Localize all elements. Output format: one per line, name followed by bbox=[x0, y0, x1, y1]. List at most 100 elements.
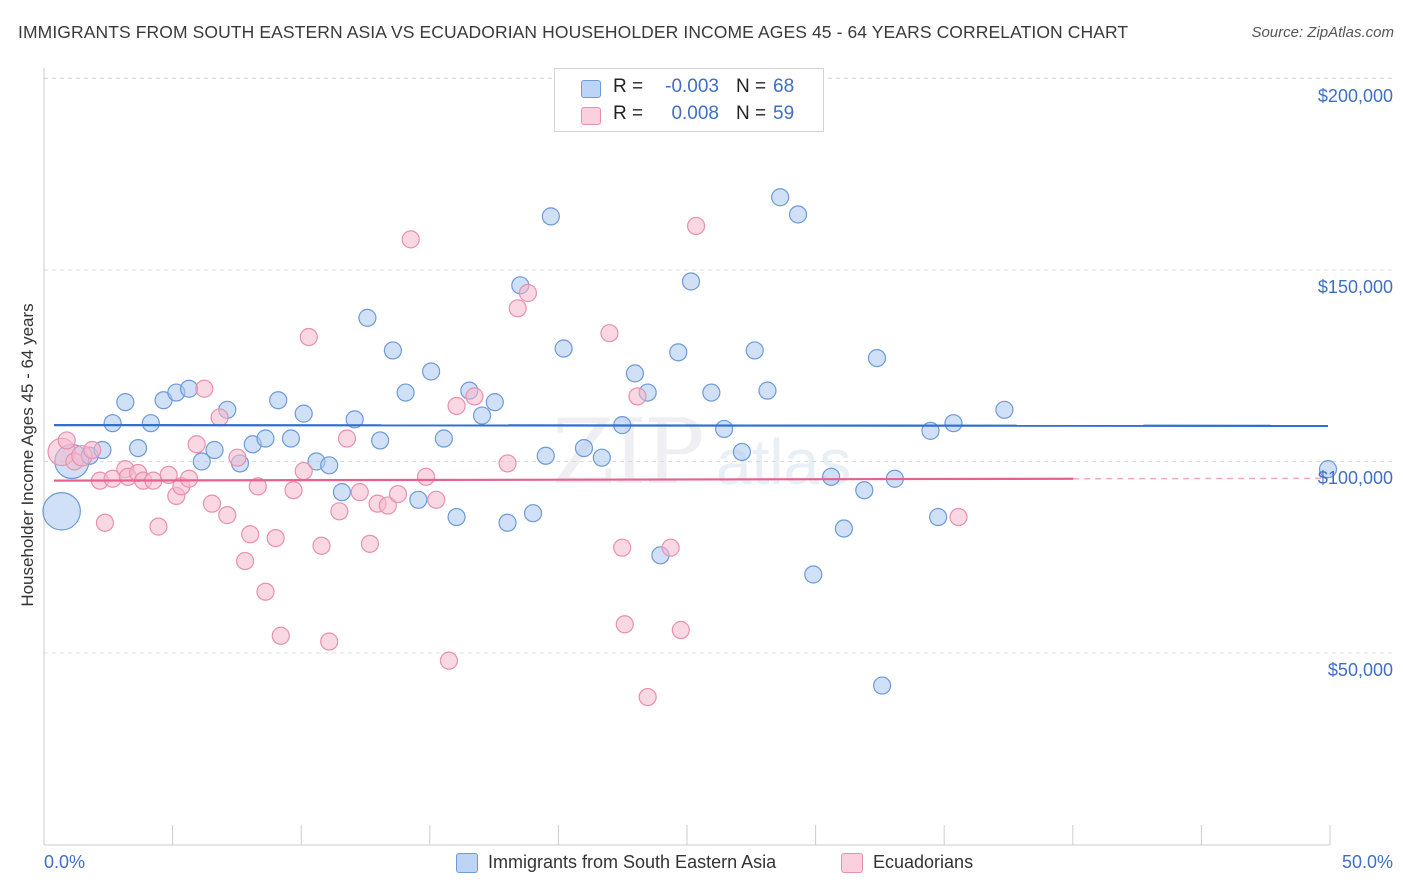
data-point-immigrants bbox=[681, 272, 701, 291]
data-point-ecuadorians bbox=[613, 538, 632, 557]
data-point-ecuadorians bbox=[236, 551, 255, 571]
data-point-ecuadorians bbox=[447, 396, 466, 416]
series-legend: Immigrants from South Eastern Asia Ecuad… bbox=[0, 850, 1406, 880]
data-point-ecuadorians bbox=[218, 506, 237, 525]
data-point-immigrants bbox=[409, 490, 428, 509]
data-point-immigrants bbox=[294, 404, 313, 423]
data-point-immigrants bbox=[788, 205, 808, 224]
data-point-ecuadorians bbox=[256, 582, 275, 601]
data-point-ecuadorians bbox=[149, 517, 168, 536]
data-point-immigrants bbox=[1318, 460, 1338, 479]
data-point-ecuadorians bbox=[195, 379, 214, 398]
data-point-immigrants bbox=[822, 467, 841, 486]
data-point-immigrants bbox=[758, 381, 777, 400]
data-point-immigrants bbox=[536, 446, 555, 465]
data-point-immigrants bbox=[472, 406, 492, 425]
source-label: Source: ZipAtlas.com bbox=[1251, 24, 1394, 41]
data-point-ecuadorians bbox=[294, 461, 313, 481]
data-point-ecuadorians bbox=[159, 465, 178, 485]
data-point-immigrants bbox=[485, 393, 504, 412]
chart-title: IMMIGRANTS FROM SOUTH EASTERN ASIA VS EC… bbox=[18, 22, 1129, 42]
data-point-immigrants bbox=[872, 676, 892, 695]
data-point-ecuadorians bbox=[228, 448, 247, 467]
data-point-ecuadorians bbox=[465, 387, 484, 406]
data-point-immigrants bbox=[625, 364, 645, 383]
data-point-ecuadorians bbox=[427, 490, 446, 509]
data-point-immigrants bbox=[995, 400, 1014, 419]
data-point-ecuadorians bbox=[600, 324, 619, 343]
data-point-ecuadorians bbox=[628, 387, 647, 406]
legend-row-blue: R = -0.003 N = 68 bbox=[555, 73, 823, 101]
n-value: 59 bbox=[773, 103, 795, 124]
data-point-immigrants bbox=[434, 429, 453, 448]
legend-row-pink: R = 0.008 N = 59 bbox=[555, 100, 823, 128]
y-tick-label: $200,000 bbox=[1317, 86, 1393, 106]
data-point-immigrants bbox=[42, 491, 81, 531]
r-label: R = bbox=[613, 103, 644, 124]
data-point-immigrants bbox=[669, 343, 688, 362]
y-tick-label: $100,000 bbox=[1317, 468, 1393, 488]
data-point-ecuadorians bbox=[248, 477, 267, 496]
data-point-immigrants bbox=[116, 393, 135, 412]
pink-swatch bbox=[841, 853, 863, 873]
data-point-immigrants bbox=[498, 513, 517, 532]
y-axis-label: Householder Income Ages 45 - 64 years bbox=[18, 303, 37, 607]
data-point-ecuadorians bbox=[320, 632, 339, 651]
data-point-ecuadorians bbox=[337, 429, 357, 448]
data-point-immigrants bbox=[702, 383, 721, 402]
data-point-immigrants bbox=[715, 419, 734, 439]
data-point-immigrants bbox=[541, 207, 560, 226]
data-point-ecuadorians bbox=[179, 469, 199, 488]
data-point-immigrants bbox=[371, 431, 390, 450]
data-point-immigrants bbox=[944, 414, 963, 433]
data-point-immigrants bbox=[358, 308, 377, 327]
data-point-immigrants bbox=[383, 341, 402, 360]
n-label: N = bbox=[736, 76, 767, 97]
data-point-immigrants bbox=[867, 348, 887, 368]
x-tick-label: 0.0% bbox=[44, 852, 86, 872]
data-point-immigrants bbox=[141, 414, 160, 433]
data-point-immigrants bbox=[205, 440, 224, 460]
data-point-ecuadorians bbox=[388, 484, 408, 504]
data-point-ecuadorians bbox=[686, 216, 706, 236]
data-point-immigrants bbox=[396, 383, 415, 402]
legend-label: Immigrants from South Eastern Asia bbox=[488, 852, 777, 872]
data-point-immigrants bbox=[256, 429, 275, 448]
data-point-ecuadorians bbox=[949, 507, 968, 527]
data-point-immigrants bbox=[269, 391, 288, 410]
trend-line-ecuadorians bbox=[53, 477, 1074, 482]
data-point-ecuadorians bbox=[661, 538, 680, 557]
data-point-ecuadorians bbox=[241, 525, 260, 544]
data-point-ecuadorians bbox=[284, 481, 303, 500]
data-point-ecuadorians bbox=[508, 299, 527, 318]
data-point-ecuadorians bbox=[202, 494, 222, 513]
data-point-ecuadorians bbox=[210, 408, 229, 427]
n-label: N = bbox=[736, 103, 767, 124]
data-point-immigrants bbox=[745, 341, 764, 360]
data-point-ecuadorians bbox=[671, 620, 690, 640]
data-point-ecuadorians bbox=[401, 230, 420, 249]
data-point-ecuadorians bbox=[57, 431, 76, 450]
data-point-immigrants bbox=[332, 483, 352, 502]
data-point-immigrants bbox=[179, 379, 199, 398]
x-tick-label: 50.0% bbox=[1341, 852, 1393, 872]
data-point-ecuadorians bbox=[330, 502, 349, 521]
data-point-ecuadorians bbox=[615, 615, 634, 634]
data-point-immigrants bbox=[128, 438, 148, 458]
y-tick-label: $150,000 bbox=[1317, 277, 1393, 297]
data-point-ecuadorians bbox=[498, 454, 517, 473]
data-point-ecuadorians bbox=[416, 467, 436, 486]
data-point-ecuadorians bbox=[266, 528, 285, 548]
trend-line-immigrants bbox=[53, 424, 1329, 427]
data-point-ecuadorians bbox=[83, 440, 102, 460]
blue-swatch bbox=[456, 853, 478, 873]
data-point-immigrants bbox=[422, 362, 441, 381]
data-point-immigrants bbox=[103, 414, 122, 433]
correlation-legend: R = -0.003 N = 68 R = 0.008 N = 59 bbox=[554, 68, 824, 132]
data-point-immigrants bbox=[855, 481, 874, 500]
data-point-immigrants bbox=[345, 410, 364, 429]
y-tick-label: $50,000 bbox=[1327, 660, 1393, 680]
r-value: -0.003 bbox=[665, 76, 719, 97]
data-point-ecuadorians bbox=[378, 496, 397, 515]
